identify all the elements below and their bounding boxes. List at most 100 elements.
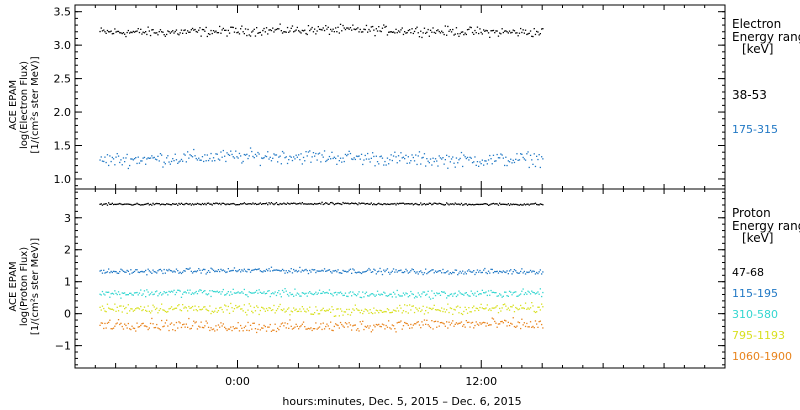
data-point: [279, 202, 281, 205]
data-point: [183, 153, 185, 155]
data-point: [384, 292, 386, 294]
data-point: [411, 268, 413, 270]
data-point: [337, 324, 339, 327]
data-point: [346, 271, 348, 273]
data-point: [534, 202, 537, 204]
y-tick-label: −1: [55, 340, 71, 353]
data-point: [404, 158, 406, 160]
data-point: [227, 268, 229, 270]
data-point: [190, 327, 192, 330]
data-point: [526, 322, 528, 325]
data-point: [469, 203, 471, 206]
data-point: [442, 322, 444, 324]
data-point: [185, 268, 187, 270]
data-point: [436, 160, 438, 162]
data-point: [125, 35, 127, 38]
data-point: [152, 29, 154, 31]
data-point: [306, 270, 308, 272]
data-point: [332, 309, 334, 311]
data-point: [249, 147, 252, 149]
data-point: [327, 158, 329, 160]
data-point: [158, 328, 160, 330]
data-point: [178, 321, 180, 323]
data-point: [527, 271, 529, 274]
data-point: [501, 296, 503, 298]
data-point: [232, 202, 234, 205]
data-point: [338, 272, 340, 274]
data-point: [331, 272, 333, 274]
data-point: [321, 154, 323, 156]
data-point: [420, 327, 422, 329]
data-point: [268, 158, 270, 160]
data-point: [429, 29, 432, 31]
data-point: [310, 313, 312, 315]
data-point: [391, 159, 393, 162]
data-point: [465, 308, 467, 311]
data-point: [328, 308, 331, 310]
data-point: [227, 291, 229, 293]
data-point: [125, 294, 127, 296]
data-point: [491, 317, 493, 319]
data-point: [426, 319, 428, 321]
data-point: [263, 324, 265, 327]
data-point: [331, 30, 333, 32]
data-point: [146, 289, 148, 291]
data-point: [533, 270, 535, 273]
data-point: [484, 322, 486, 324]
data-point: [337, 308, 339, 310]
data-point: [455, 27, 458, 29]
data-point: [173, 32, 175, 34]
data-point: [281, 322, 284, 324]
data-point: [401, 295, 403, 297]
data-point: [288, 270, 290, 272]
data-point: [233, 203, 236, 205]
data-point: [510, 32, 512, 34]
data-point: [194, 270, 196, 272]
data-point: [359, 321, 361, 323]
data-point: [455, 322, 458, 324]
data-point: [328, 289, 331, 291]
data-point: [154, 158, 157, 160]
data-point: [261, 34, 263, 36]
data-point: [352, 158, 354, 161]
data-point: [273, 153, 275, 155]
data-point: [129, 328, 131, 330]
data-point: [369, 269, 371, 271]
data-point: [209, 290, 211, 292]
data-point: [458, 322, 460, 324]
data-point: [314, 328, 316, 330]
data-point: [346, 202, 348, 205]
data-point: [253, 157, 255, 159]
data-point: [277, 203, 279, 206]
data-point: [222, 311, 224, 313]
data-point: [168, 268, 170, 271]
data-point: [360, 323, 363, 325]
data-point: [289, 292, 291, 294]
data-point: [409, 304, 411, 306]
data-point: [281, 32, 284, 34]
data-point: [140, 204, 142, 206]
data-point: [188, 203, 190, 206]
data-point: [359, 158, 361, 160]
data-point: [112, 270, 115, 272]
data-point: [317, 327, 319, 329]
data-point: [205, 204, 207, 206]
data-point: [349, 203, 352, 205]
data-point: [464, 292, 466, 294]
data-point: [394, 271, 396, 273]
data-point: [380, 326, 382, 328]
data-point: [153, 32, 155, 34]
data-point: [161, 154, 163, 156]
data-point: [428, 325, 430, 327]
data-point: [381, 293, 384, 296]
data-point: [499, 32, 501, 34]
data-point: [536, 30, 538, 33]
data-point: [146, 310, 148, 312]
data-point: [108, 321, 110, 323]
data-point: [511, 306, 513, 308]
data-point: [464, 203, 466, 205]
data-point: [238, 330, 241, 332]
data-point: [127, 29, 129, 32]
data-point: [291, 272, 294, 274]
